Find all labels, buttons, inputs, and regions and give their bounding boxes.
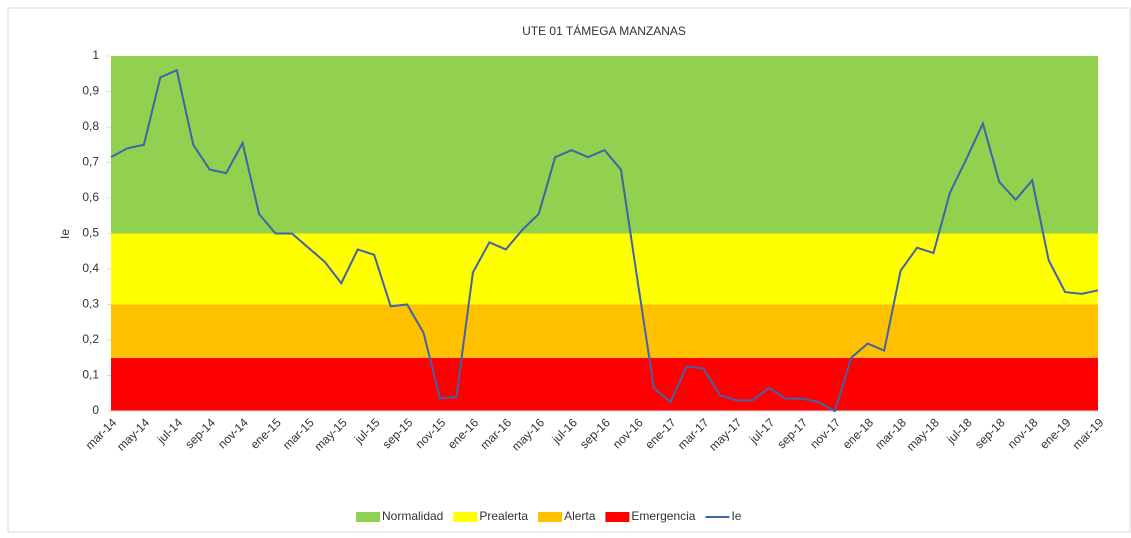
y-tick-label: 1 xyxy=(92,48,99,62)
y-tick-label: 0,3 xyxy=(82,297,99,311)
y-tick-label: 0 xyxy=(92,403,99,417)
legend-label: Ie xyxy=(731,509,741,523)
legend-label: Alerta xyxy=(564,509,596,523)
legend-label: Prealerta xyxy=(479,509,528,523)
y-tick-label: 0,7 xyxy=(82,155,99,169)
data-line xyxy=(110,68,1099,413)
legend-swatch xyxy=(605,512,630,522)
y-tick-label: 0,5 xyxy=(82,226,99,240)
threshold-band xyxy=(111,233,1098,305)
y-tick-label: 0,1 xyxy=(82,368,99,382)
y-axis-label: Ie xyxy=(58,229,72,239)
y-tick-label: 0,9 xyxy=(82,84,99,98)
legend-swatch xyxy=(356,512,380,522)
legend-swatch xyxy=(453,512,478,522)
threshold-band xyxy=(111,304,1098,358)
legend-label: Normalidad xyxy=(382,509,443,523)
y-tick-label: 0,4 xyxy=(82,261,99,275)
y-tick-label: 0,8 xyxy=(82,119,99,133)
y-tick-label: 0,6 xyxy=(82,190,99,204)
legend-label: Emergencia xyxy=(631,509,695,523)
y-tick-label: 0,2 xyxy=(82,332,99,346)
threshold-band xyxy=(111,56,1098,234)
legend-swatch xyxy=(538,512,563,522)
chart-title: UTE 01 TÁMEGA MANZANAS xyxy=(522,23,686,38)
threshold-band xyxy=(111,357,1098,411)
